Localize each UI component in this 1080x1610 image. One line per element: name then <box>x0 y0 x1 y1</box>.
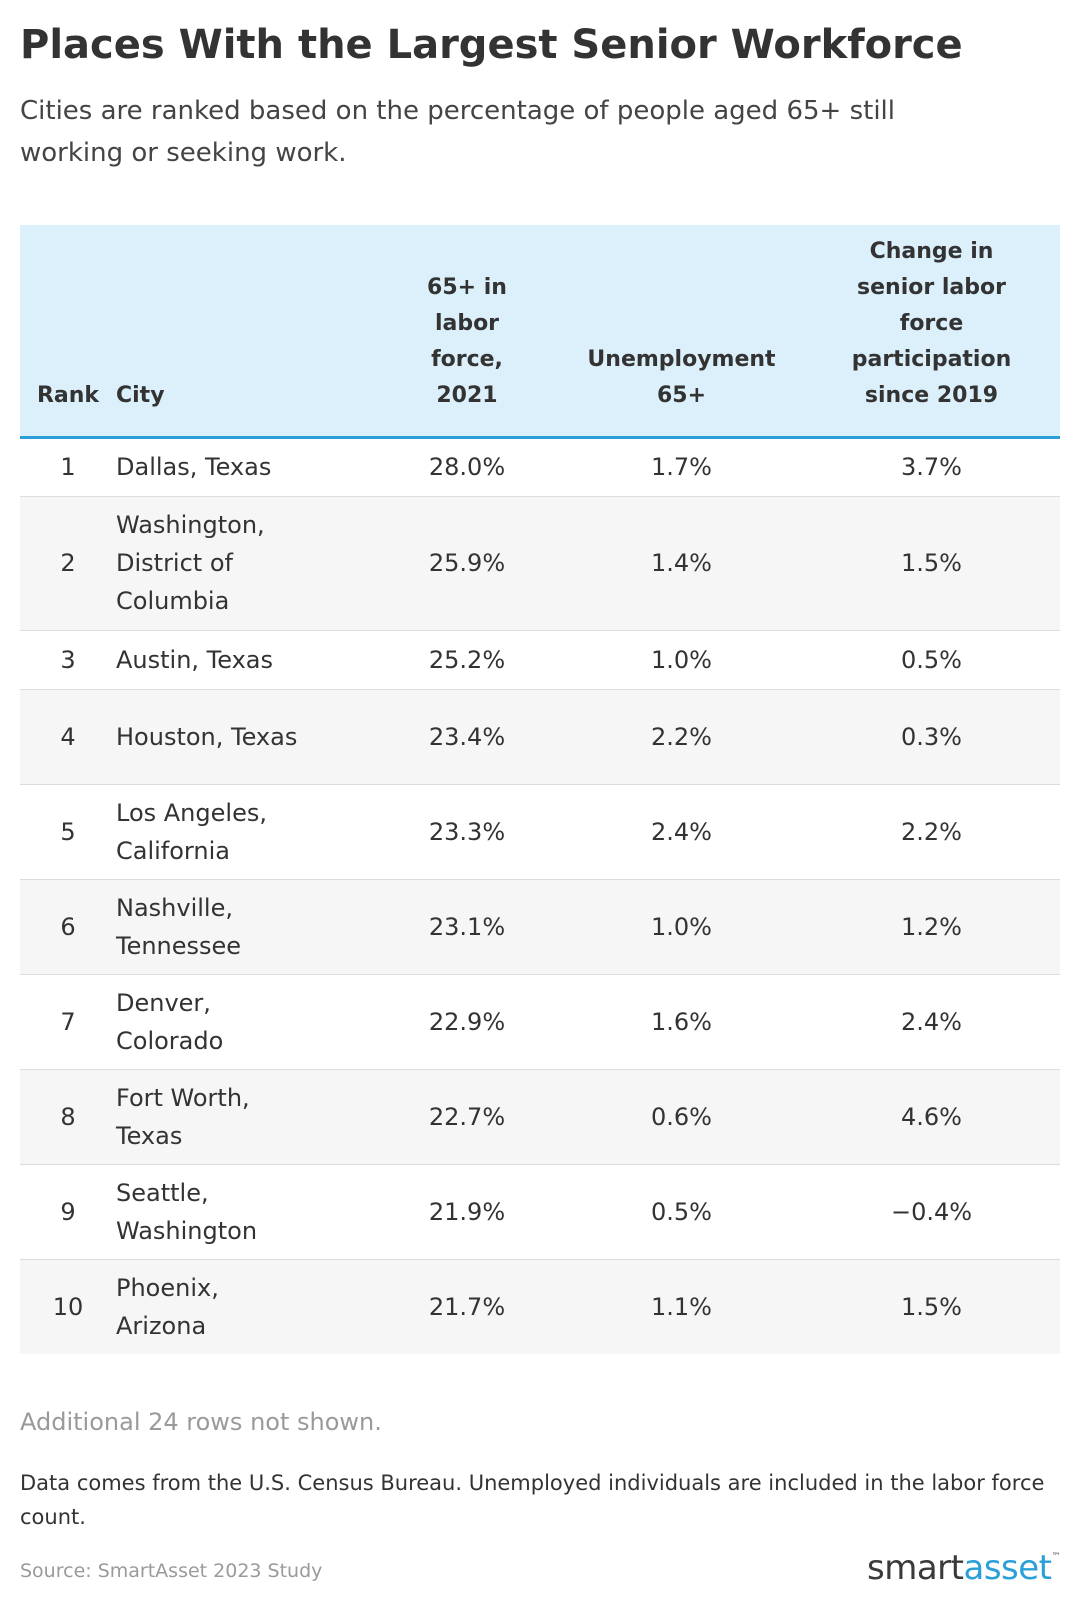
source-note: Source: SmartAsset 2023 Study <box>20 1560 323 1582</box>
header-labor-force: 65+ in labor force, 2021 <box>374 225 560 439</box>
labor-force-cell: 22.7% <box>374 1069 560 1165</box>
unemployment-cell: 2.2% <box>560 689 803 785</box>
header-unemployment-label: Unemployment 65+ <box>587 346 776 408</box>
city-cell: Seattle, Washington <box>116 1164 374 1260</box>
unemployment-cell: 1.0% <box>560 630 803 690</box>
smartasset-logo: smartasset™ <box>867 1548 1060 1588</box>
rank-cell: 3 <box>20 630 116 690</box>
logo-part-smart: smart <box>867 1548 964 1588</box>
city-name: Houston, Texas <box>116 722 298 751</box>
city-name: Austin, Texas <box>116 645 274 674</box>
labor-force-cell: 21.9% <box>374 1164 560 1260</box>
header-city: City <box>116 225 374 439</box>
unemployment-cell: 1.1% <box>651 1292 712 1321</box>
city-name: Nashville, Tennessee <box>116 893 242 960</box>
data-note: Data comes from the U.S. Census Bureau. … <box>20 1471 1045 1529</box>
unemployment-cell: 1.6% <box>560 974 803 1070</box>
labor-force-cell: 23.1% <box>374 879 560 975</box>
logo-part-asset: asset <box>963 1548 1052 1588</box>
labor-force-cell: 21.7% <box>428 1292 506 1321</box>
rank-cell: 2 <box>20 496 116 631</box>
city-name: Seattle, Washington <box>116 1178 258 1245</box>
header-change: Change in senior labor force participati… <box>803 225 1060 439</box>
change-cell: −0.4% <box>803 1164 1060 1260</box>
chart-title: Places With the Largest Senior Workforce <box>20 22 963 68</box>
change-cell: 1.5% <box>803 496 1060 631</box>
table-row: 7 Denver, Colorado 22.9% 1.6% 2.4% <box>20 974 1060 1070</box>
labor-force-cell: 23.4% <box>374 689 560 785</box>
change-cell: 0.3% <box>803 689 1060 785</box>
unemployment-cell: 1.7% <box>560 437 803 497</box>
rank-cell: 10 <box>52 1292 84 1321</box>
labor-force-cell: 28.0% <box>374 437 560 497</box>
city-cell: Washington, District of Columbia <box>116 496 374 631</box>
logo-trademark: ™ <box>1051 1552 1061 1562</box>
change-cell: 4.6% <box>803 1069 1060 1165</box>
change-cell: 1.2% <box>803 879 1060 975</box>
table-row: 3 Austin, Texas 25.2% 1.0% 0.5% <box>20 630 1060 690</box>
table-header-row: Rank City 65+ in labor force, 2021 Unemp… <box>20 225 1060 439</box>
city-cell: Nashville, Tennessee <box>116 879 374 975</box>
city-name: Fort Worth, Texas <box>116 1083 250 1150</box>
city-name: Phoenix, Arizona <box>116 1273 219 1340</box>
rank-cell: 7 <box>20 974 116 1070</box>
city-name: Denver, Colorado <box>116 988 224 1055</box>
city-cell: Dallas, Texas <box>116 437 374 497</box>
rows-hidden-note: Additional 24 rows not shown. <box>20 1408 382 1436</box>
city-cell: Phoenix, Arizona <box>116 1259 374 1354</box>
table-body: 1 Dallas, Texas 28.0% 1.7% 3.7% 2 Washington, … <box>20 437 1060 1354</box>
city-cell: Denver, Colorado <box>116 974 374 1070</box>
unemployment-cell: 0.6% <box>560 1069 803 1165</box>
change-cell: 0.5% <box>803 630 1060 690</box>
unemployment-cell: 1.0% <box>560 879 803 975</box>
header-labor-force-label: 65+ in labor force, 2021 <box>427 274 507 408</box>
change-cell: 2.4% <box>803 974 1060 1070</box>
rank-cell: 5 <box>20 784 116 880</box>
rank-cell: 1 <box>20 437 116 497</box>
labor-force-cell: 23.3% <box>374 784 560 880</box>
rank-cell: 6 <box>20 879 116 975</box>
labor-force-cell: 25.9% <box>374 496 560 631</box>
city-name: Los Angeles, California <box>116 798 267 865</box>
city-cell: Fort Worth, Texas <box>116 1069 374 1165</box>
table-row: 9 Seattle, Washington 21.9% 0.5% −0.4% <box>20 1164 1060 1260</box>
header-unemployment: Unemployment 65+ <box>560 225 803 439</box>
labor-force-cell: 22.9% <box>374 974 560 1070</box>
data-table: Rank City 65+ in labor force, 2021 Unemp… <box>20 225 1060 1354</box>
table-row: 8 Fort Worth, Texas 22.7% 0.6% 4.6% <box>20 1069 1060 1165</box>
change-cell: 1.5% <box>901 1292 962 1321</box>
rank-cell: 8 <box>20 1069 116 1165</box>
city-name: Dallas, Texas <box>116 453 272 481</box>
table-row: 10 Phoenix, Arizona 21.7% 1.1% 1.5% <box>20 1259 1060 1354</box>
city-cell: Houston, Texas <box>116 689 374 785</box>
change-cell: 3.7% <box>803 437 1060 497</box>
city-name: Washington, District of Columbia <box>116 511 265 615</box>
unemployment-cell: 2.4% <box>560 784 803 880</box>
header-rank: Rank <box>20 225 116 439</box>
table-row: 4 Houston, Texas 23.4% 2.2% 0.3% <box>20 689 1060 785</box>
table-row: 1 Dallas, Texas 28.0% 1.7% 3.7% <box>20 437 1060 497</box>
unemployment-cell: 1.4% <box>560 496 803 631</box>
rank-cell: 9 <box>20 1164 116 1260</box>
city-cell: Austin, Texas <box>116 630 374 690</box>
unemployment-cell: 0.5% <box>560 1164 803 1260</box>
labor-force-cell: 25.2% <box>374 630 560 690</box>
table-row: 5 Los Angeles, California 23.3% 2.4% 2.2% <box>20 784 1060 880</box>
table-row: 2 Washington, District of Columbia 25.9% 1.… <box>20 496 1060 631</box>
change-cell: 2.2% <box>803 784 1060 880</box>
city-cell: Los Angeles, California <box>116 784 374 880</box>
table-row: 6 Nashville, Tennessee 23.1% 1.0% 1.2% <box>20 879 1060 975</box>
rank-cell: 4 <box>20 689 116 785</box>
header-city-label: City <box>116 382 165 408</box>
header-change-label: Change in senior labor force participati… <box>851 238 1012 408</box>
chart-subtitle: Cities are ranked based on the percentag… <box>20 96 895 168</box>
